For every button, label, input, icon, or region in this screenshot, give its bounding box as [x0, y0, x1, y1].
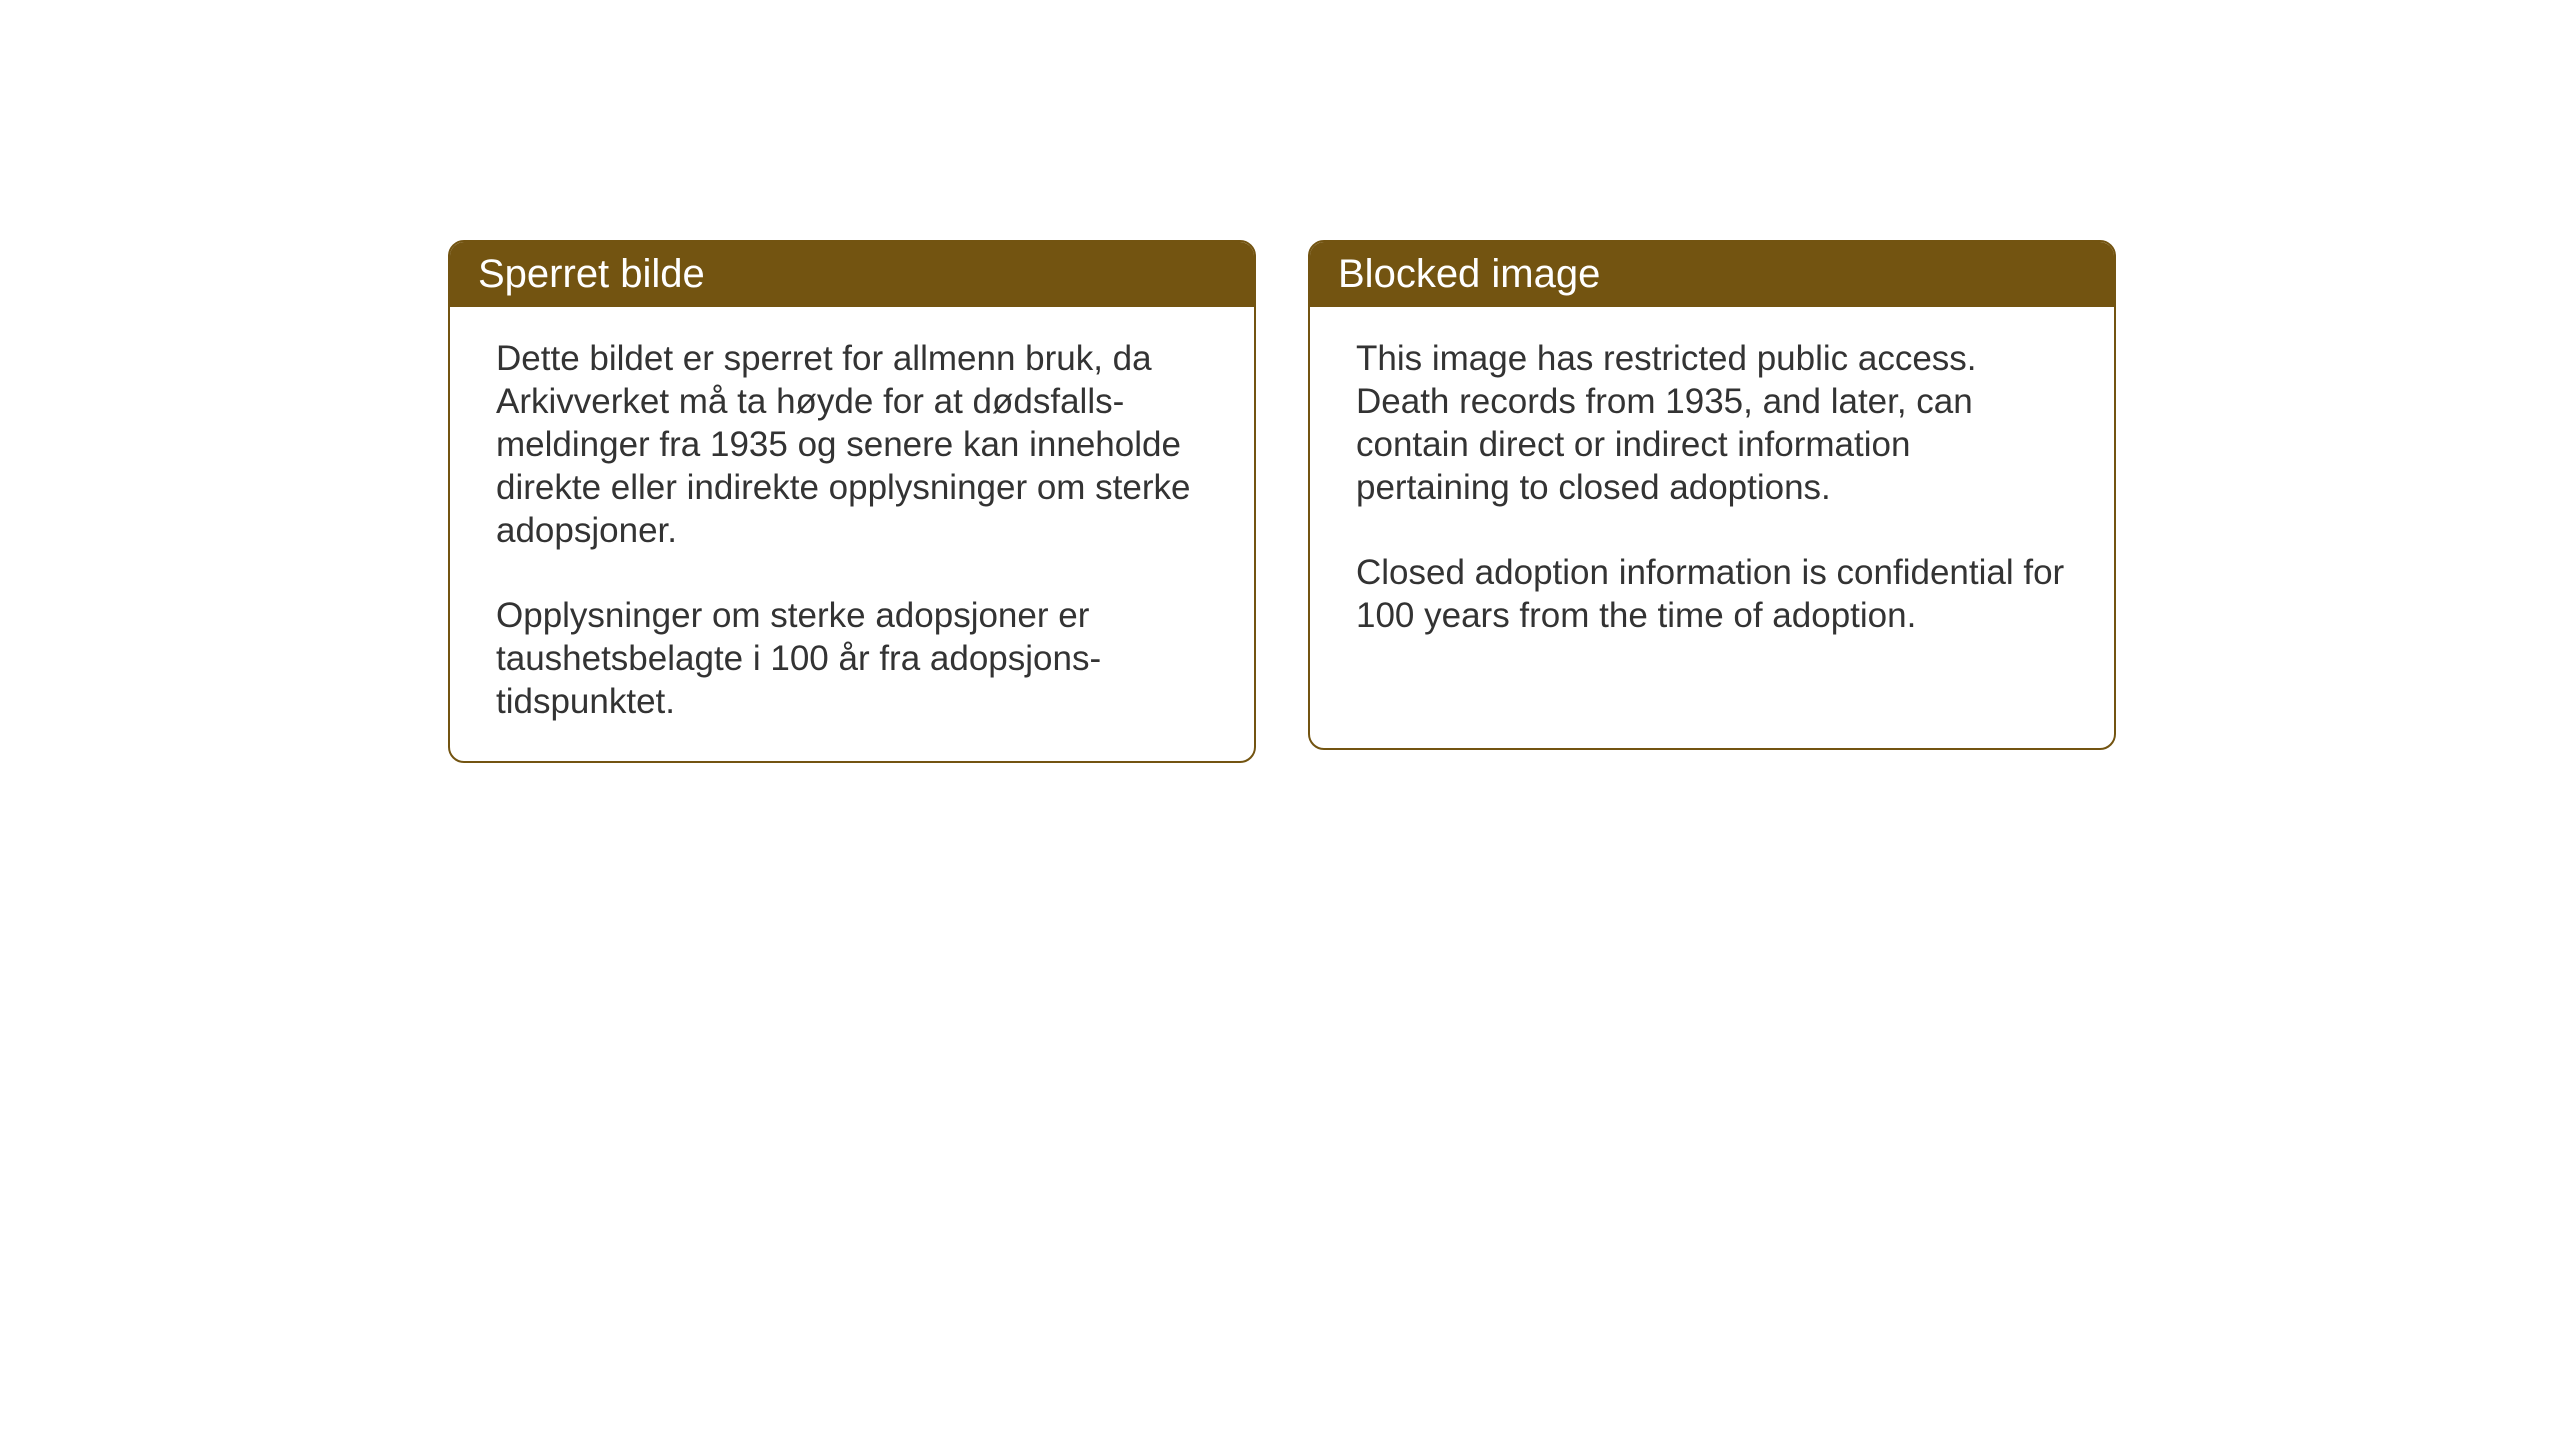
card-body-norwegian: Dette bildet er sperret for allmenn bruk… [450, 307, 1254, 761]
notice-card-norwegian: Sperret bilde Dette bildet er sperret fo… [448, 240, 1256, 763]
card-title: Blocked image [1338, 252, 1600, 296]
card-title: Sperret bilde [478, 252, 705, 296]
card-body-english: This image has restricted public access.… [1310, 307, 2114, 675]
card-paragraph: This image has restricted public access.… [1356, 337, 2068, 509]
card-paragraph: Dette bildet er sperret for allmenn bruk… [496, 337, 1208, 552]
card-header-norwegian: Sperret bilde [450, 242, 1254, 307]
card-header-english: Blocked image [1310, 242, 2114, 307]
card-paragraph: Opplysninger om sterke adopsjoner er tau… [496, 594, 1208, 723]
card-paragraph: Closed adoption information is confident… [1356, 551, 2068, 637]
notice-container: Sperret bilde Dette bildet er sperret fo… [448, 240, 2116, 763]
notice-card-english: Blocked image This image has restricted … [1308, 240, 2116, 750]
